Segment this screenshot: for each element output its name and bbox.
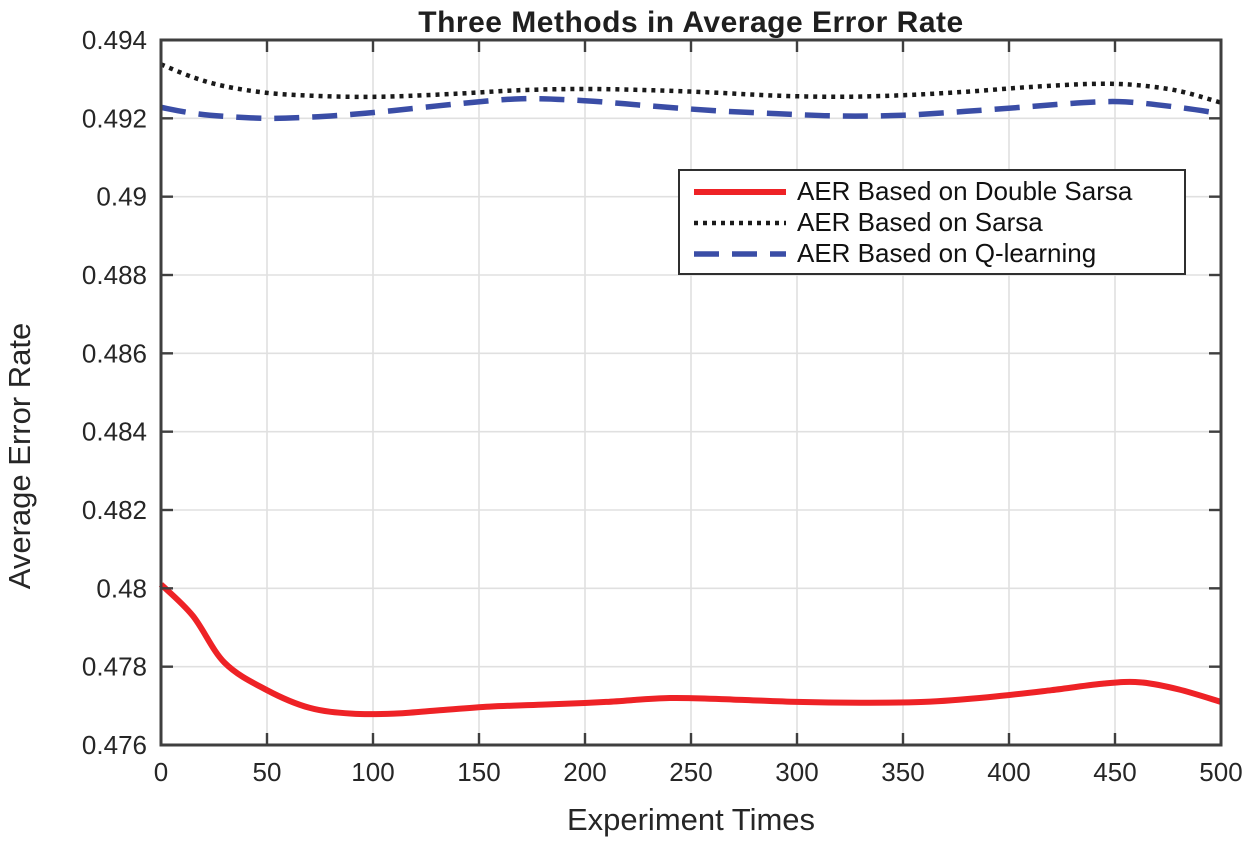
legend-item-q-learning: AER Based on Q-learning (692, 238, 1184, 269)
legend-line-sample-dashed (694, 250, 786, 257)
svg-text:0.48: 0.48 (96, 573, 147, 603)
svg-text:0.494: 0.494 (82, 25, 147, 55)
svg-text:350: 350 (881, 757, 924, 787)
svg-text:0.49: 0.49 (96, 182, 147, 212)
series-line-0 (158, 582, 1222, 718)
axis-ticks (159, 38, 1223, 747)
legend-line-sample-solid (694, 188, 786, 195)
svg-text:0: 0 (154, 757, 168, 787)
svg-text:0.482: 0.482 (82, 495, 147, 525)
chart-title: Three Methods in Average Error Rate (418, 6, 964, 39)
legend-item-double-sarsa: AER Based on Double Sarsa (692, 176, 1184, 207)
svg-text:0.486: 0.486 (82, 338, 147, 368)
legend-item-sarsa: AER Based on Sarsa (692, 207, 1184, 238)
svg-text:0.488: 0.488 (82, 260, 147, 290)
svg-text:0.478: 0.478 (82, 652, 147, 682)
x-axis-label: Experiment Times (566, 802, 816, 837)
y-tick-labels: 0.476 0.478 0.48 0.482 0.484 0.486 0.488 0.49 0.… (82, 25, 147, 760)
svg-text:50: 50 (253, 757, 282, 787)
legend-label: AER Based on Double Sarsa (797, 176, 1133, 206)
svg-text:450: 450 (1093, 757, 1136, 787)
svg-text:0.484: 0.484 (82, 417, 147, 447)
svg-text:0.476: 0.476 (82, 730, 147, 760)
grid-lines (160, 39, 1222, 746)
svg-text:200: 200 (563, 757, 606, 787)
svg-text:100: 100 (351, 757, 394, 787)
legend-label: AER Based on Sarsa (797, 207, 1043, 237)
legend-label: AER Based on Q-learning (797, 238, 1097, 268)
svg-text:400: 400 (987, 757, 1030, 787)
svg-text:0.492: 0.492 (82, 103, 147, 133)
svg-text:150: 150 (457, 757, 500, 787)
legend: AER Based on Double Sarsa AER Based on S… (678, 169, 1186, 275)
legend-line-sample-dotted (694, 220, 786, 225)
svg-text:300: 300 (775, 757, 818, 787)
svg-text:500: 500 (1199, 757, 1242, 787)
x-tick-labels: 0 50 100 150 200 250 300 350 400 450 500 (154, 757, 1243, 787)
svg-text:250: 250 (669, 757, 712, 787)
series-line-2 (160, 95, 1222, 122)
series-line-1 (160, 62, 1222, 105)
